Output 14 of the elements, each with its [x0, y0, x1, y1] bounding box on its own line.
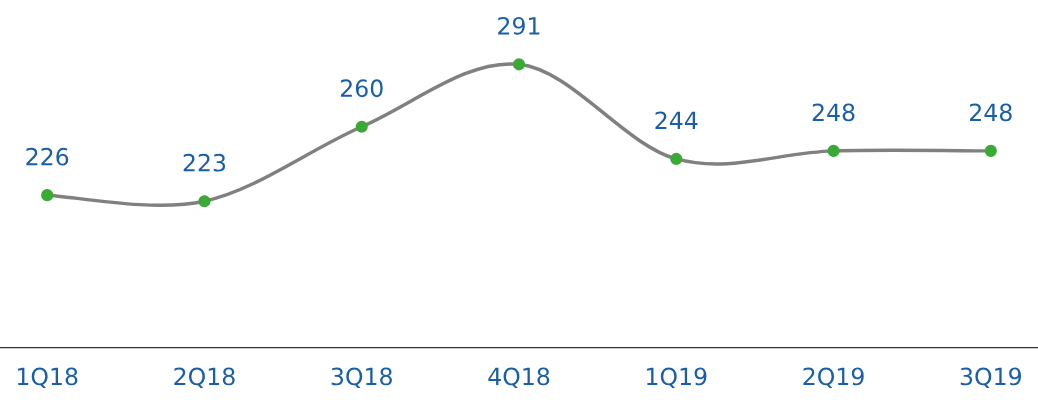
x-tick-label: 2Q19 [803, 367, 864, 389]
data-label: 248 [812, 103, 855, 122]
data-label: 223 [183, 153, 226, 172]
data-label: 291 [498, 16, 540, 35]
data-label: 260 [340, 79, 383, 98]
data-label: 226 [26, 147, 69, 166]
x-tick-label: 1Q19 [647, 367, 707, 389]
data-label: 248 [970, 103, 1012, 122]
x-tick-label: 2Q18 [174, 367, 235, 389]
data-label: 244 [655, 111, 698, 130]
x-tick-label: 3Q18 [331, 367, 392, 389]
x-tick-label: 3Q19 [960, 367, 1021, 389]
x-tick-label: 1Q18 [17, 367, 78, 389]
x-tick-label: 4Q18 [488, 367, 550, 389]
